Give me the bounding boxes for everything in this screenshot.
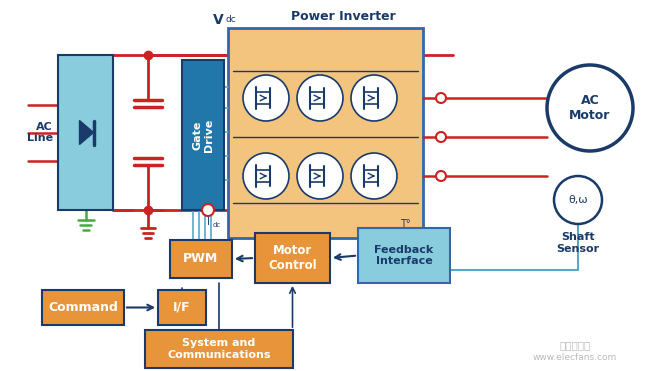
Text: Shaft
Sensor: Shaft Sensor — [556, 232, 599, 254]
Circle shape — [351, 75, 397, 121]
Text: I: I — [206, 217, 210, 227]
Circle shape — [297, 153, 343, 199]
Text: Command: Command — [48, 301, 118, 314]
Bar — [358, 228, 450, 283]
Bar — [255, 233, 330, 283]
Bar — [58, 55, 113, 210]
Bar — [145, 330, 293, 368]
Circle shape — [547, 65, 633, 151]
Circle shape — [243, 153, 289, 199]
Circle shape — [243, 75, 289, 121]
Text: AC
Line: AC Line — [27, 122, 53, 143]
Circle shape — [436, 171, 446, 181]
Circle shape — [202, 204, 214, 216]
Text: Gate
Drive: Gate Drive — [192, 118, 214, 152]
Text: Feedback
Interface: Feedback Interface — [374, 245, 434, 266]
Bar — [228, 28, 423, 238]
Text: dc: dc — [213, 222, 221, 228]
Text: Power Inverter: Power Inverter — [291, 10, 396, 23]
Circle shape — [436, 132, 446, 142]
Text: I/F: I/F — [173, 301, 191, 314]
Text: AC
Motor: AC Motor — [569, 94, 611, 122]
Text: θ,ω: θ,ω — [568, 195, 588, 205]
Text: dc: dc — [225, 15, 236, 24]
Text: Motor
Control: Motor Control — [268, 244, 317, 272]
Bar — [170, 240, 232, 278]
Text: System and
Communications: System and Communications — [167, 338, 271, 360]
Text: 电子发烧友: 电子发烧友 — [560, 340, 590, 350]
Circle shape — [436, 93, 446, 103]
Bar — [158, 290, 206, 325]
Bar — [42, 290, 124, 325]
Circle shape — [297, 75, 343, 121]
Polygon shape — [80, 121, 93, 144]
Text: T°: T° — [400, 219, 410, 229]
Circle shape — [351, 153, 397, 199]
Text: V: V — [213, 13, 223, 27]
Text: www.elecfans.com: www.elecfans.com — [533, 352, 617, 361]
Circle shape — [554, 176, 602, 224]
Text: PWM: PWM — [183, 253, 219, 266]
Bar — [182, 60, 224, 210]
